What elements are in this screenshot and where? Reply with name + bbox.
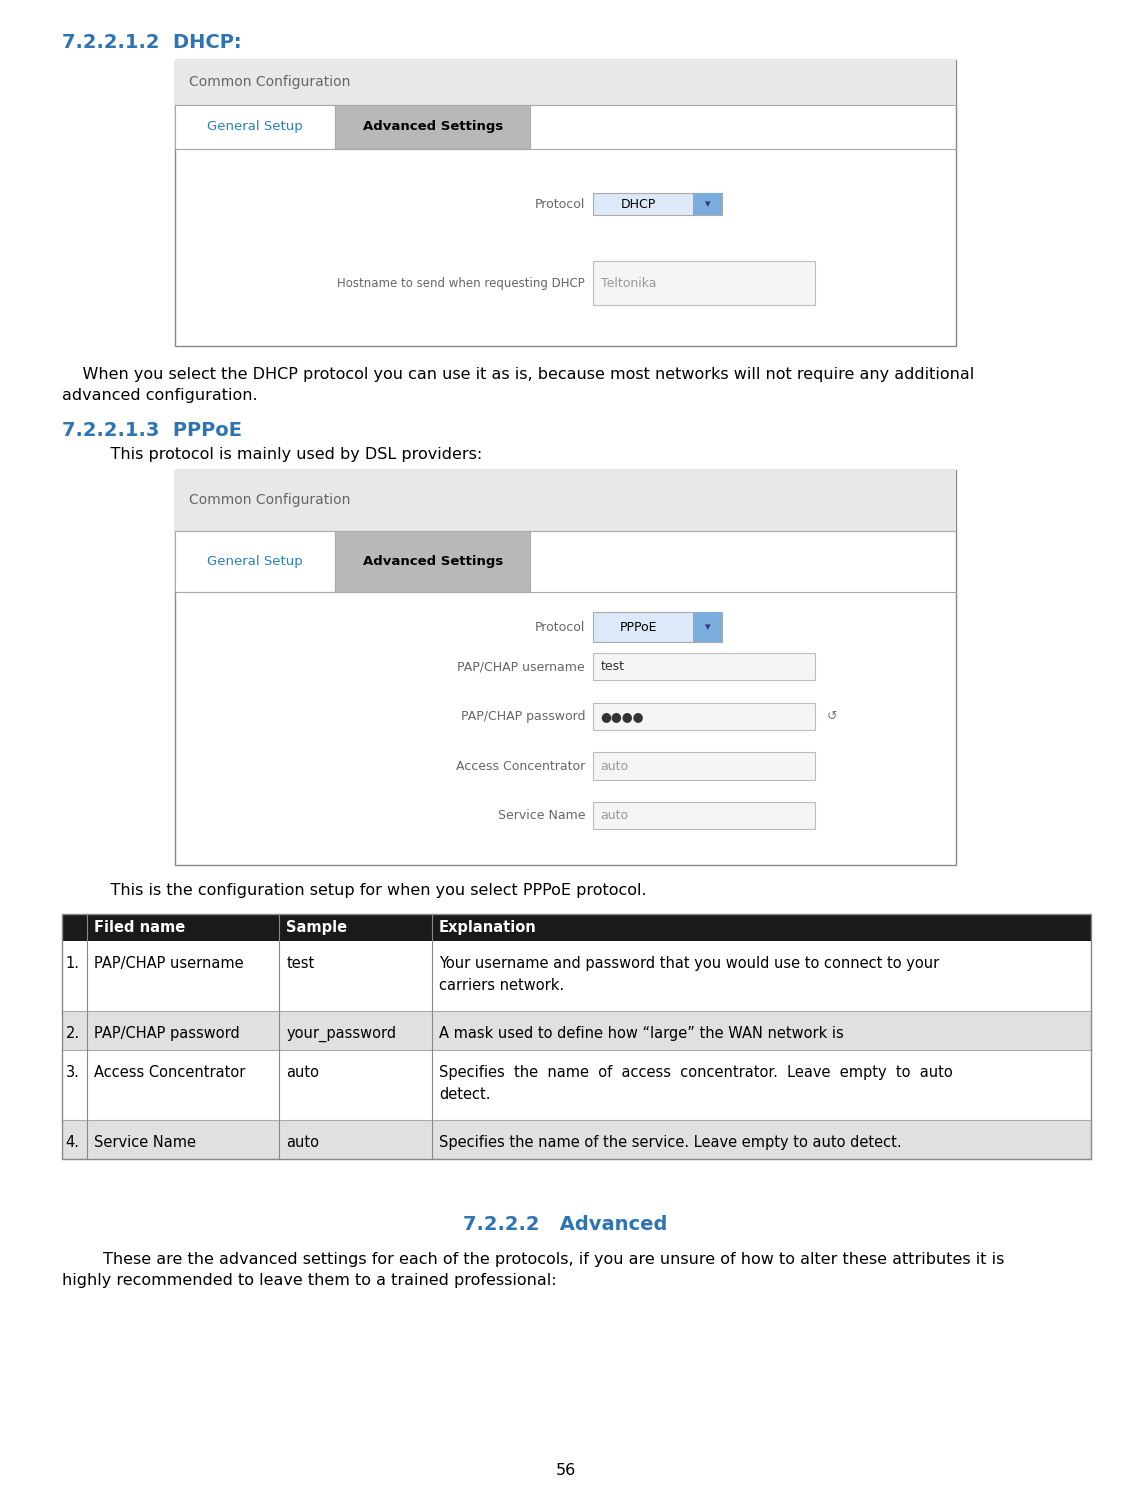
Text: This protocol is mainly used by DSL providers:: This protocol is mainly used by DSL prov…	[90, 447, 483, 462]
Text: Access Concentrator: Access Concentrator	[456, 760, 585, 772]
Text: ↺: ↺	[827, 710, 837, 722]
Text: Advanced Settings: Advanced Settings	[363, 120, 503, 132]
Text: PAP/CHAP username: PAP/CHAP username	[457, 661, 585, 673]
Text: ▾: ▾	[705, 199, 710, 209]
Bar	[693, 193, 722, 215]
Text: PAP/CHAP password: PAP/CHAP password	[460, 710, 585, 722]
Text: Access Concentrator: Access Concentrator	[94, 1066, 245, 1081]
Bar	[593, 193, 722, 215]
Bar	[335, 104, 530, 149]
Text: Teltonika: Teltonika	[601, 277, 656, 289]
Text: test: test	[601, 661, 624, 673]
Text: A mask used to define how “large” the WAN network is: A mask used to define how “large” the WA…	[439, 1026, 844, 1041]
Text: auto: auto	[601, 810, 629, 822]
Text: 7.2.2.1.2  DHCP:: 7.2.2.1.2 DHCP:	[62, 33, 242, 53]
Text: your_password: your_password	[286, 1026, 396, 1041]
Text: Service Name: Service Name	[94, 1135, 196, 1150]
Bar	[175, 60, 956, 346]
Text: auto: auto	[286, 1135, 319, 1150]
Text: test: test	[286, 956, 314, 971]
Text: ▾: ▾	[705, 622, 710, 632]
Bar	[593, 752, 815, 780]
Bar	[693, 613, 722, 643]
Text: Specifies  the  name  of  access  concentrator.  Leave  empty  to  auto
detect.: Specifies the name of access concentrato…	[439, 1066, 952, 1102]
Text: Protocol: Protocol	[535, 620, 585, 634]
Bar	[62, 941, 1091, 1011]
Bar	[62, 914, 1091, 941]
Text: Explanation: Explanation	[439, 920, 536, 935]
Bar	[175, 531, 335, 593]
Bar	[62, 1120, 1091, 1159]
Text: These are the advanced settings for each of the protocols, if you are unsure of : These are the advanced settings for each…	[62, 1252, 1004, 1288]
Bar	[175, 470, 956, 865]
Bar	[62, 914, 1091, 1159]
Bar	[593, 653, 815, 680]
Text: This is the configuration setup for when you select PPPoE protocol.: This is the configuration setup for when…	[90, 883, 647, 898]
Text: DHCP: DHCP	[621, 197, 656, 211]
Bar	[62, 1011, 1091, 1050]
Text: PPPoE: PPPoE	[620, 620, 657, 634]
Text: Hostname to send when requesting DHCP: Hostname to send when requesting DHCP	[337, 277, 585, 289]
Text: 7.2.2.2   Advanced: 7.2.2.2 Advanced	[464, 1215, 667, 1234]
Bar	[593, 703, 815, 730]
Text: When you select the DHCP protocol you can use it as is, because most networks wi: When you select the DHCP protocol you ca…	[62, 367, 975, 403]
Text: Filed name: Filed name	[94, 920, 185, 935]
Text: Protocol: Protocol	[535, 197, 585, 211]
Text: 4.: 4.	[66, 1135, 79, 1150]
Bar	[175, 470, 956, 531]
Bar	[62, 1050, 1091, 1120]
Text: 2.: 2.	[66, 1026, 79, 1041]
Text: Common Configuration: Common Configuration	[189, 494, 351, 507]
Bar	[593, 613, 722, 643]
Text: General Setup: General Setup	[207, 120, 303, 132]
Bar	[175, 60, 956, 104]
Text: ●●●●: ●●●●	[601, 710, 645, 722]
Text: 56: 56	[555, 1463, 576, 1478]
Text: 1.: 1.	[66, 956, 79, 971]
Text: General Setup: General Setup	[207, 555, 303, 567]
Text: Specifies the name of the service. Leave empty to auto detect.: Specifies the name of the service. Leave…	[439, 1135, 901, 1150]
Bar	[593, 802, 815, 829]
Text: 7.2.2.1.3  PPPoE: 7.2.2.1.3 PPPoE	[62, 421, 242, 441]
Text: auto: auto	[601, 760, 629, 772]
Bar	[335, 531, 530, 593]
Text: PAP/CHAP password: PAP/CHAP password	[94, 1026, 240, 1041]
Text: Service Name: Service Name	[498, 810, 585, 822]
Text: Common Configuration: Common Configuration	[189, 75, 351, 89]
Text: Advanced Settings: Advanced Settings	[363, 555, 503, 567]
Text: Your username and password that you would use to connect to your
carriers networ: Your username and password that you woul…	[439, 956, 939, 993]
Text: 3.: 3.	[66, 1066, 79, 1081]
Bar	[593, 262, 815, 304]
Text: PAP/CHAP username: PAP/CHAP username	[94, 956, 243, 971]
Text: Sample: Sample	[286, 920, 347, 935]
Text: auto: auto	[286, 1066, 319, 1081]
Bar	[175, 104, 335, 149]
